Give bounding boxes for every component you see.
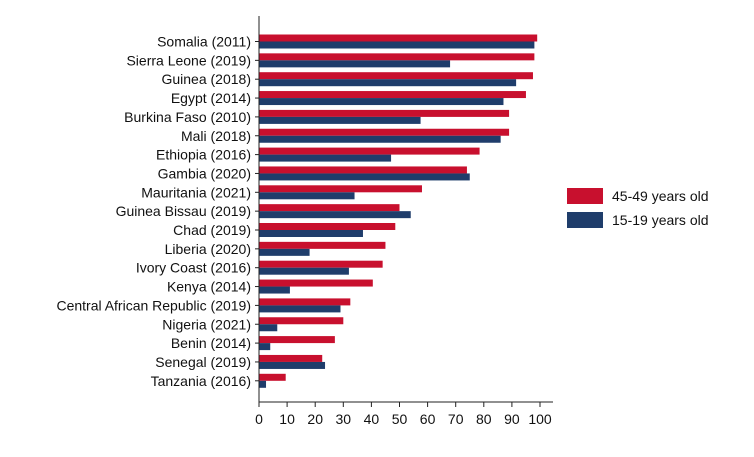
bar-age-15-19-3 [259, 98, 504, 106]
category-label: Ivory Coast (2016) [136, 260, 251, 276]
bar-age-45-49-4 [259, 109, 510, 117]
bar-age-15-19-2 [259, 79, 517, 87]
bar-age-45-49-18 [259, 373, 286, 381]
bar-age-45-49-13 [259, 279, 373, 287]
x-tick-label: 60 [420, 411, 436, 427]
bar-age-45-49-7 [259, 166, 467, 174]
bar-age-15-19-18 [259, 380, 267, 388]
bar-age-45-49-17 [259, 354, 323, 362]
bar-age-45-49-5 [259, 128, 510, 136]
bar-age-45-49-15 [259, 317, 344, 325]
bar-age-15-19-17 [259, 361, 326, 369]
bar-age-15-19-13 [259, 286, 290, 294]
category-label: Tanzania (2016) [151, 373, 251, 389]
bar-age-15-19-14 [259, 305, 341, 313]
bar-age-15-19-16 [259, 343, 271, 351]
category-label: Somalia (2011) [157, 34, 251, 50]
category-label: Sierra Leone (2019) [126, 52, 251, 68]
x-tick-label: 0 [255, 411, 263, 427]
category-label: Guinea (2018) [161, 71, 251, 87]
bar-age-15-19-7 [259, 173, 470, 181]
bars-layer [259, 34, 538, 388]
bar-age-15-19-9 [259, 211, 411, 219]
x-tick-label: 70 [448, 411, 464, 427]
category-label: Mali (2018) [181, 128, 251, 144]
x-tick-label: 80 [476, 411, 492, 427]
bar-age-15-19-10 [259, 230, 363, 237]
legend-label: 45-49 years old [612, 188, 709, 204]
bar-age-45-49-8 [259, 185, 422, 193]
x-tick-label: 10 [279, 411, 295, 427]
category-label: Mauritania (2021) [141, 184, 251, 200]
category-label: Senegal (2019) [155, 354, 251, 370]
legend-swatch [567, 212, 603, 228]
bar-age-45-49-1 [259, 53, 535, 61]
bar-age-45-49-9 [259, 204, 400, 212]
x-tick-label: 30 [336, 411, 352, 427]
x-tick-label: 20 [307, 411, 323, 427]
bar-age-15-19-1 [259, 60, 451, 68]
category-label: Central African Republic (2019) [56, 297, 251, 313]
legend: 45-49 years old 15-19 years old [567, 188, 709, 228]
bar-age-15-19-4 [259, 116, 421, 124]
category-labels-layer: Somalia (2011) Sierra Leone (2019) Guinea … [56, 34, 251, 389]
category-label: Burkina Faso (2010) [124, 109, 251, 125]
x-tick-label: 50 [392, 411, 408, 427]
category-label: Guinea Bissau (2019) [116, 203, 251, 219]
category-label: Egypt (2014) [171, 90, 251, 106]
x-tick-label: 90 [504, 411, 520, 427]
category-label: Nigeria (2021) [162, 316, 251, 332]
bar-age-45-49-10 [259, 223, 396, 230]
bar-age-45-49-12 [259, 260, 383, 268]
bar-age-45-49-0 [259, 34, 538, 42]
category-label: Ethiopia (2016) [156, 147, 251, 163]
bar-age-45-49-2 [259, 72, 533, 80]
category-label: Chad (2019) [173, 222, 251, 238]
bar-age-45-49-14 [259, 298, 351, 306]
x-tick-label: 100 [528, 411, 552, 427]
bar-age-15-19-15 [259, 324, 278, 332]
bar-age-45-49-16 [259, 336, 335, 344]
legend-label: 15-19 years old [612, 212, 709, 228]
bar-age-45-49-6 [259, 147, 480, 155]
category-label: Gambia (2020) [158, 165, 251, 181]
bar-age-15-19-12 [259, 267, 349, 275]
category-label: Benin (2014) [171, 335, 251, 351]
category-label: Kenya (2014) [167, 279, 251, 295]
axes-layer: 0 10 20 30 40 50 60 70 80 90 100 [255, 16, 553, 427]
bar-age-15-19-5 [259, 135, 501, 143]
bar-age-45-49-11 [259, 241, 386, 249]
bar-age-15-19-6 [259, 154, 392, 162]
bar-age-45-49-3 [259, 91, 526, 99]
bar-age-15-19-0 [259, 41, 535, 49]
category-label: Liberia (2020) [165, 241, 251, 257]
bar-age-15-19-11 [259, 248, 310, 256]
x-tick-label: 40 [364, 411, 380, 427]
legend-swatch [567, 188, 603, 204]
bar-age-15-19-8 [259, 192, 355, 200]
